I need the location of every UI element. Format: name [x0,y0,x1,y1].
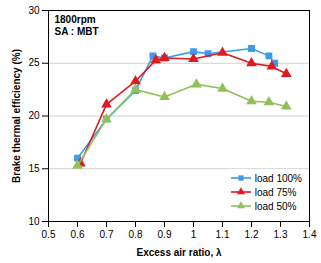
svg-text:1: 1 [191,229,197,240]
svg-text:1.3: 1.3 [274,229,288,240]
svg-text:10: 10 [28,216,40,227]
html-text:load 50%: load 50% [254,200,297,212]
svg-text:30: 30 [28,5,40,16]
svg-text:1.4: 1.4 [303,229,317,240]
svg-text:20: 20 [28,110,40,121]
svg-text:0.9: 0.9 [158,229,172,240]
svg-text:SA : MBT: SA : MBT [55,26,99,37]
svg-text:1.2: 1.2 [245,229,259,240]
svg-text:0.8: 0.8 [129,229,143,240]
svg-text:25: 25 [28,57,40,68]
svg-text:0.6: 0.6 [71,229,85,240]
svg-text:Excess air ratio, λ: Excess air ratio, λ [136,247,221,258]
html-text:load 75%: load 75% [254,186,297,198]
svg-text:15: 15 [28,163,40,174]
svg-text:0.7: 0.7 [100,229,114,240]
html-text:load 100%: load 100% [254,172,302,184]
svg-text:1800rpm: 1800rpm [55,14,96,25]
svg-text:0.5: 0.5 [42,229,56,240]
svg-text:1.1: 1.1 [216,229,230,240]
svg-text:Brake thermal efficiency (%): Brake thermal efficiency (%) [11,49,22,183]
